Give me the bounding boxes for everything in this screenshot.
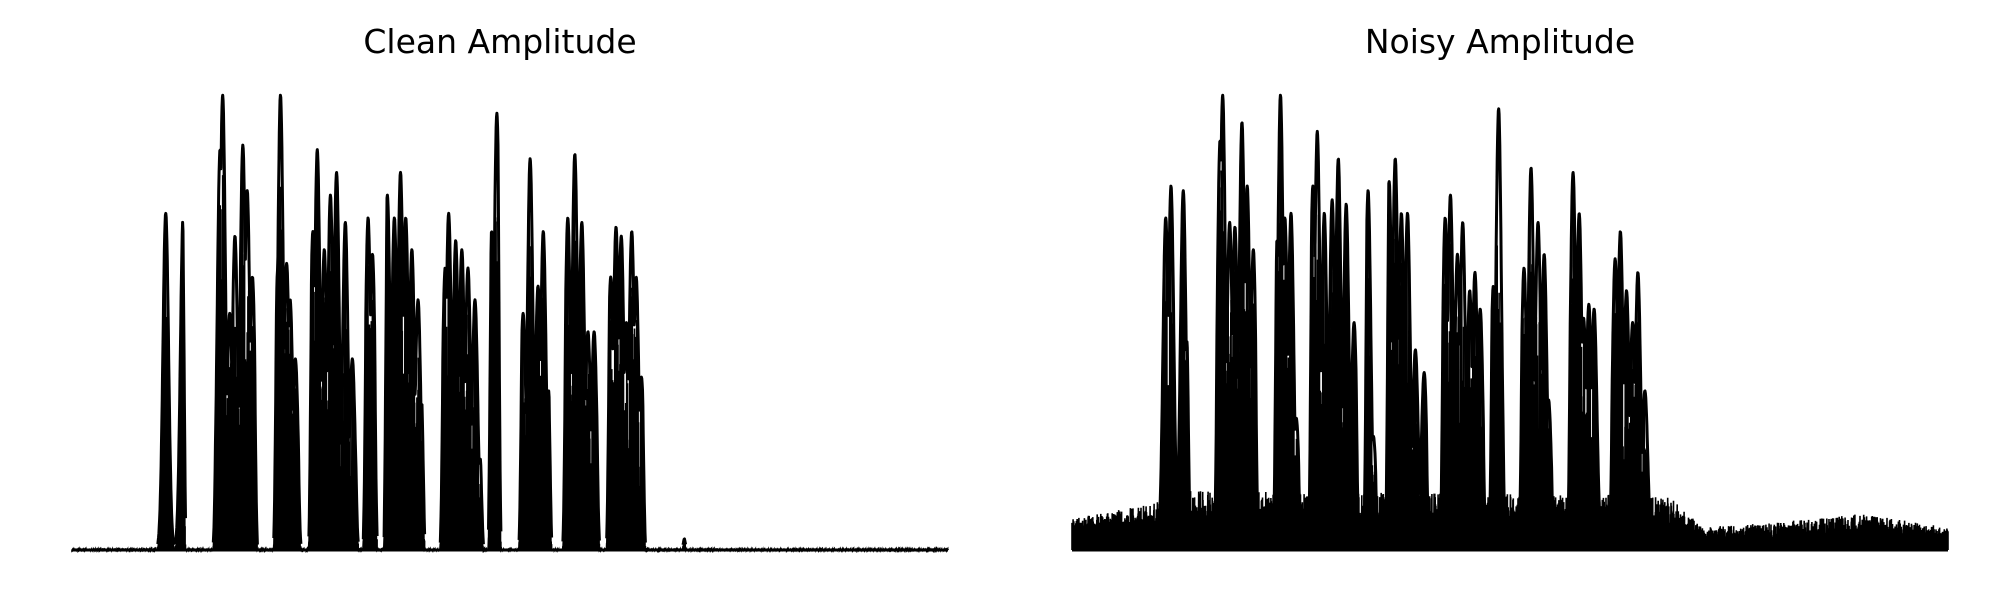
- chart-panel-clean: Clean Amplitude: [71, 22, 949, 554]
- clean-amplitude-waveform: [71, 113, 949, 554]
- chart-panel-noisy: Noisy Amplitude: [1000, 0, 2000, 600]
- chart-title-clean: Clean Amplitude: [363, 22, 637, 61]
- noisy-amplitude-envelope: [1156, 93, 1653, 546]
- plot-area-clean: [71, 93, 949, 554]
- chart-title-noisy: Noisy Amplitude: [1364, 22, 1636, 61]
- clean-amplitude-envelope: [156, 93, 688, 546]
- noisy-amplitude-waveform: [1071, 129, 1949, 551]
- plot-area-noisy: [1071, 93, 1949, 552]
